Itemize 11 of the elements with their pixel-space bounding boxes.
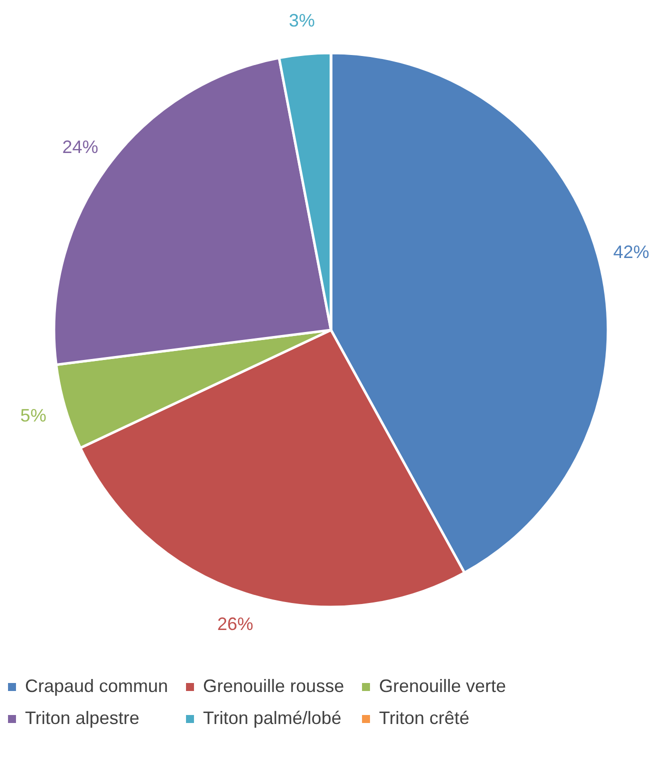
data-label: 24% bbox=[62, 136, 98, 157]
data-label: 3% bbox=[288, 10, 315, 30]
legend-label: Grenouille rousse bbox=[203, 676, 344, 696]
legend-label: Crapaud commun bbox=[25, 676, 168, 696]
legend-label: Triton palmé/lobé bbox=[203, 708, 342, 728]
data-label: 5% bbox=[20, 405, 46, 426]
data-label: 26% bbox=[217, 614, 254, 634]
legend-label: Grenouille verte bbox=[379, 676, 506, 696]
legend-label: Triton alpestre bbox=[25, 708, 140, 728]
legend-label: Triton crêté bbox=[379, 708, 470, 728]
data-label: 42% bbox=[613, 242, 650, 262]
